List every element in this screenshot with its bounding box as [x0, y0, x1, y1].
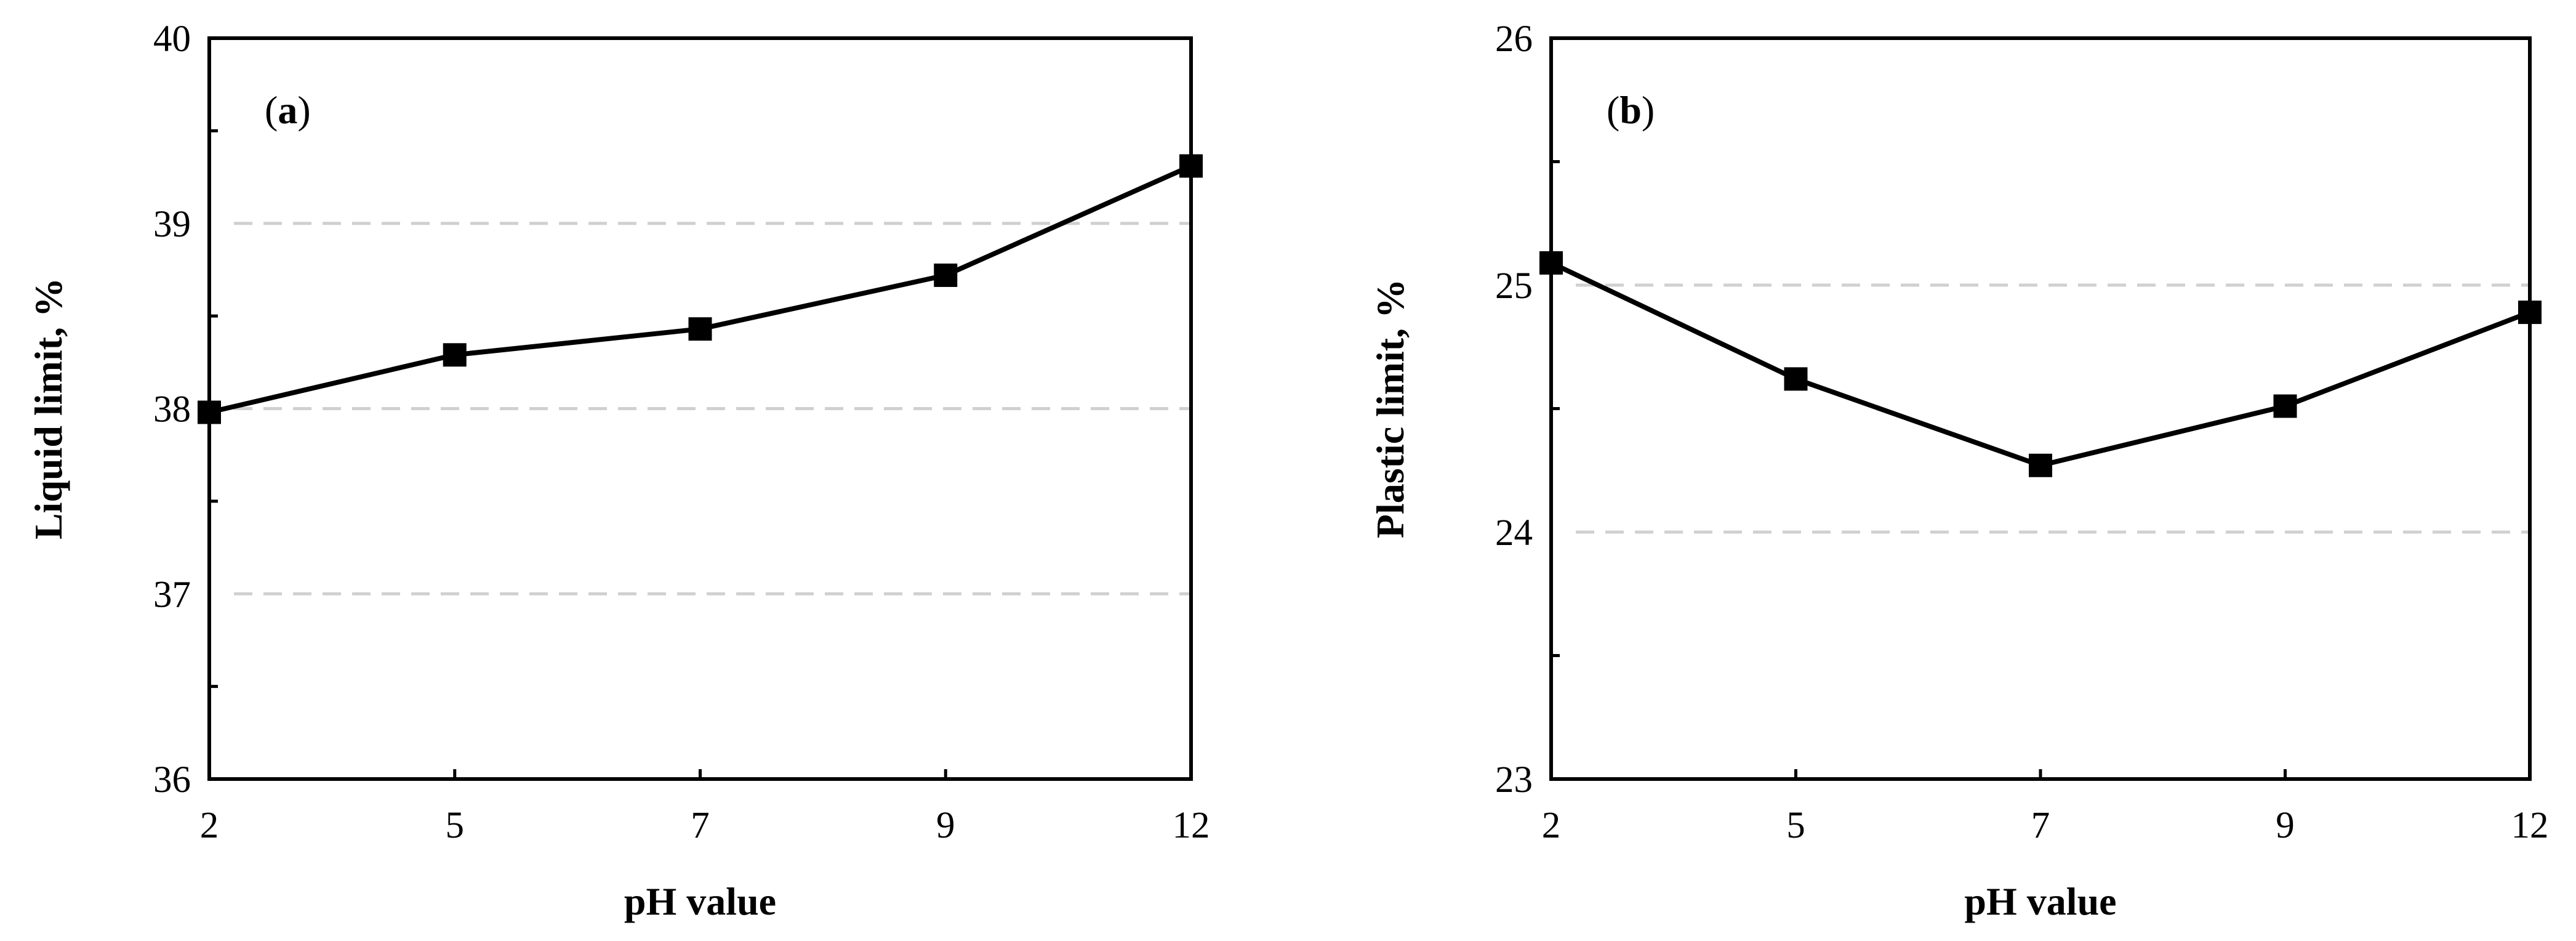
x-tick-label: 2	[200, 805, 219, 846]
y-tick-label: 37	[153, 574, 191, 615]
data-point-marker	[1784, 367, 1808, 391]
panel-label-letter: b	[1619, 88, 1642, 132]
y-tick-label: 39	[153, 204, 191, 245]
panel-label-letter: a	[278, 88, 297, 132]
panel-label-open: (	[265, 88, 278, 132]
data-point-marker	[1179, 154, 1203, 178]
data-point-marker	[198, 400, 221, 424]
x-tick-label: 2	[1542, 805, 1561, 846]
x-tick-label: 12	[2511, 805, 2549, 846]
x-tick-label: 9	[936, 805, 955, 846]
series-line	[1550, 260, 2531, 468]
y-tick-label: 25	[1495, 265, 1533, 307]
y-tick-label: 38	[153, 389, 191, 430]
x-tick-label: 5	[1786, 805, 1805, 846]
y-axis-title: Liquid limit, %	[26, 278, 70, 539]
x-tick-label: 5	[446, 805, 465, 846]
panel-label: (a)	[265, 88, 311, 132]
data-point-marker	[2029, 453, 2052, 477]
x-tick-label: 9	[2276, 805, 2295, 846]
data-point-marker	[2273, 394, 2297, 418]
data-point-marker	[934, 263, 958, 287]
panel-label: (b)	[1607, 88, 1655, 132]
panel-label-close: )	[1642, 88, 1655, 132]
panel-label-close: )	[297, 88, 310, 132]
x-tick-label: 7	[691, 805, 710, 846]
y-tick-label: 36	[153, 759, 191, 801]
y-tick-label: 26	[1495, 18, 1533, 60]
x-axis-title: pH value	[1964, 879, 2116, 923]
y-tick-label: 24	[1495, 512, 1533, 554]
y-tick-label: 40	[153, 18, 191, 60]
x-tick-label: 7	[2031, 805, 2050, 846]
panel-label-open: (	[1607, 88, 1619, 132]
data-point-marker	[1539, 251, 1563, 275]
x-axis-title: pH value	[624, 879, 776, 923]
chart-panel-a: 36 37 38 39 40 2 5 7 9 12 pH value Liquid limit, % (…	[26, 18, 1210, 923]
series-line	[209, 163, 1192, 415]
x-tick-label: 12	[1173, 805, 1210, 846]
y-axis-title: Plastic limit, %	[1368, 279, 1412, 538]
y-tick-label: 23	[1495, 759, 1533, 801]
data-point-marker	[688, 317, 712, 341]
plot-frame	[1549, 36, 2532, 781]
data-point-marker	[2518, 301, 2542, 325]
data-point-marker	[443, 343, 467, 367]
